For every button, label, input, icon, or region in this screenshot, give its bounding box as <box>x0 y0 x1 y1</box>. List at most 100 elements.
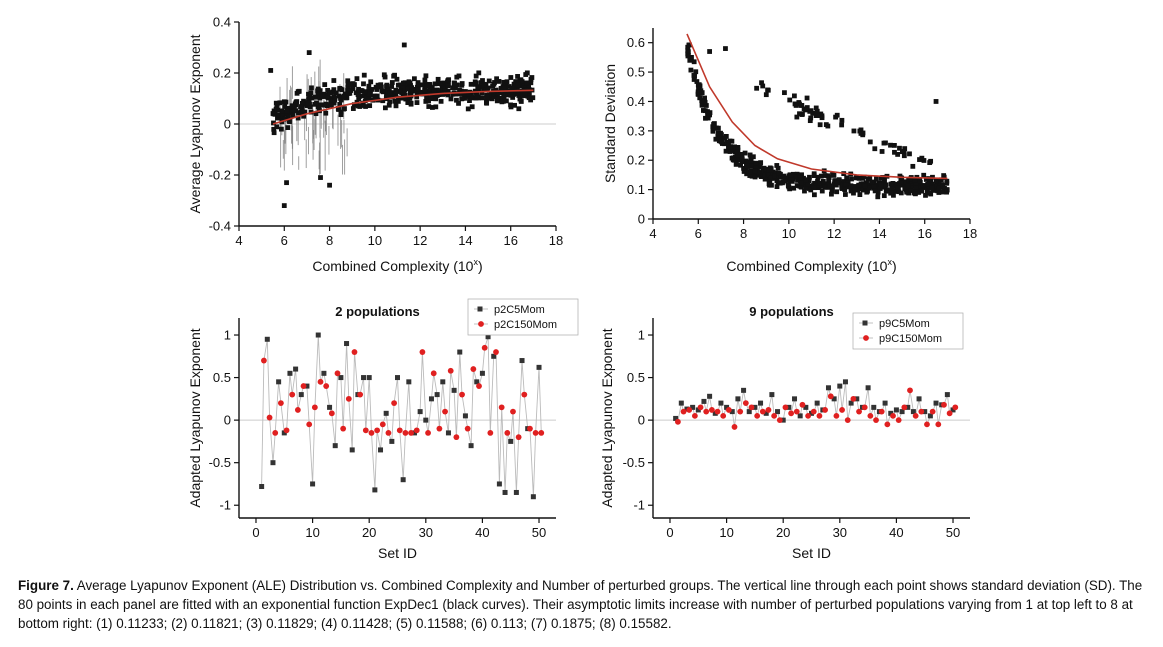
p4-point-p9C150Mom <box>805 412 812 419</box>
p4-point-p9C5Mom <box>724 404 730 410</box>
p2-point <box>944 180 950 186</box>
p1-point <box>299 100 305 106</box>
p3-point-p2C5Mom <box>389 438 395 444</box>
p4-point-p9C5Mom <box>842 379 848 385</box>
p4-point-p9C150Mom <box>776 417 783 424</box>
p1-point <box>284 180 289 186</box>
p1-point <box>423 98 429 104</box>
p2-point <box>722 135 728 141</box>
p2-point <box>808 187 814 193</box>
p1-point <box>345 78 351 84</box>
p3-legend: p2C5Mom p2C150Mom <box>467 298 579 336</box>
p2-point <box>685 49 691 55</box>
p1-point <box>384 94 389 99</box>
p1-point <box>529 75 535 80</box>
p2-point <box>798 102 804 108</box>
p4-point-p9C150Mom <box>799 401 806 408</box>
p1-point <box>327 182 332 188</box>
p2-point <box>874 176 879 182</box>
p2-point <box>818 173 824 179</box>
p1-point <box>498 86 504 91</box>
p1-point <box>508 102 513 108</box>
p1-point <box>309 95 315 101</box>
p1-point <box>338 95 344 101</box>
p2-point <box>739 158 745 164</box>
p1-point <box>497 96 503 101</box>
p2-point <box>703 103 709 108</box>
p3-y-tick-label: 0 <box>224 413 231 428</box>
p1-y-axis-label: Average Lyapunov Exponent <box>187 34 203 213</box>
p2-point <box>685 53 691 59</box>
p4-x-tick-label: 0 <box>666 525 673 540</box>
p2-point <box>786 177 792 183</box>
p2-point <box>817 180 822 186</box>
p2-point <box>785 183 791 189</box>
p1-point <box>338 112 344 118</box>
p2-point <box>742 150 748 156</box>
p3-point-p2C150Mom <box>487 429 494 436</box>
p4-point-p9C150Mom <box>946 410 953 417</box>
p3-point-p2C5Mom <box>338 375 344 381</box>
p1-point <box>306 97 311 102</box>
p2-point <box>851 128 857 134</box>
p2-point <box>748 158 754 164</box>
p3-point-p2C150Mom <box>362 427 369 434</box>
p2-point <box>707 49 713 54</box>
p3-point-p2C150Mom <box>425 429 431 436</box>
p1-point <box>280 113 285 119</box>
p1-point <box>337 102 343 107</box>
p4-point-p9C150Mom <box>861 404 868 411</box>
p3-point-p2C5Mom <box>383 410 389 416</box>
p3-point-p2C5Mom <box>270 460 276 466</box>
p4-x-tick-label: 10 <box>719 525 733 540</box>
p1-point <box>395 97 401 103</box>
p1-point <box>331 87 337 93</box>
p1-point <box>438 98 444 104</box>
p3-point-p2C150Mom <box>283 427 290 434</box>
p2-point <box>891 192 896 198</box>
p2-point <box>866 185 872 191</box>
p1-point <box>405 86 410 92</box>
p1-y-tick-label: -0.2 <box>209 168 231 183</box>
p3-point-p2C5Mom <box>519 358 525 364</box>
p3-point-p2C5Mom <box>496 481 502 487</box>
p2-point <box>750 154 756 160</box>
p2-point <box>774 184 780 189</box>
p2-point <box>762 176 768 182</box>
p1-point <box>485 85 491 91</box>
p1-point <box>465 106 471 112</box>
p1-point <box>385 88 390 94</box>
p1-point <box>314 100 319 106</box>
p4-point-p9C150Mom <box>725 407 732 413</box>
p1-point <box>418 89 424 95</box>
p3-y-axis-label: Adapted Lyapunov Exponent <box>187 328 203 507</box>
p2-point <box>856 175 862 181</box>
p1-point <box>512 102 517 108</box>
p4-point-p9C5Mom <box>910 409 916 415</box>
p3-point-p2C5Mom <box>502 489 508 495</box>
p1-point <box>428 96 434 102</box>
p1-point <box>293 99 299 105</box>
p1-point <box>465 94 471 99</box>
p2-point <box>782 90 787 96</box>
p1-point <box>481 87 487 93</box>
p2-point <box>729 138 735 144</box>
p1-point <box>394 76 400 82</box>
p1-point <box>342 106 347 112</box>
p1-point <box>433 104 439 110</box>
p1-point <box>271 120 276 126</box>
p4-point-p9C150Mom <box>827 393 834 400</box>
p2-point <box>778 174 784 180</box>
p2-x-tick-label: 6 <box>695 226 702 241</box>
p1-point <box>405 100 411 106</box>
p2-point <box>864 188 870 193</box>
p3-x-tick-label: 20 <box>362 525 376 540</box>
p2-point <box>793 103 799 108</box>
p4-point-p9C150Mom <box>856 408 862 415</box>
p3-point-p2C150Mom <box>396 427 403 434</box>
p1-point <box>514 91 520 96</box>
p4-point-p9C150Mom <box>686 407 693 413</box>
p1-point <box>520 83 526 89</box>
p4-legend-label: p9C5Mom <box>879 318 930 330</box>
